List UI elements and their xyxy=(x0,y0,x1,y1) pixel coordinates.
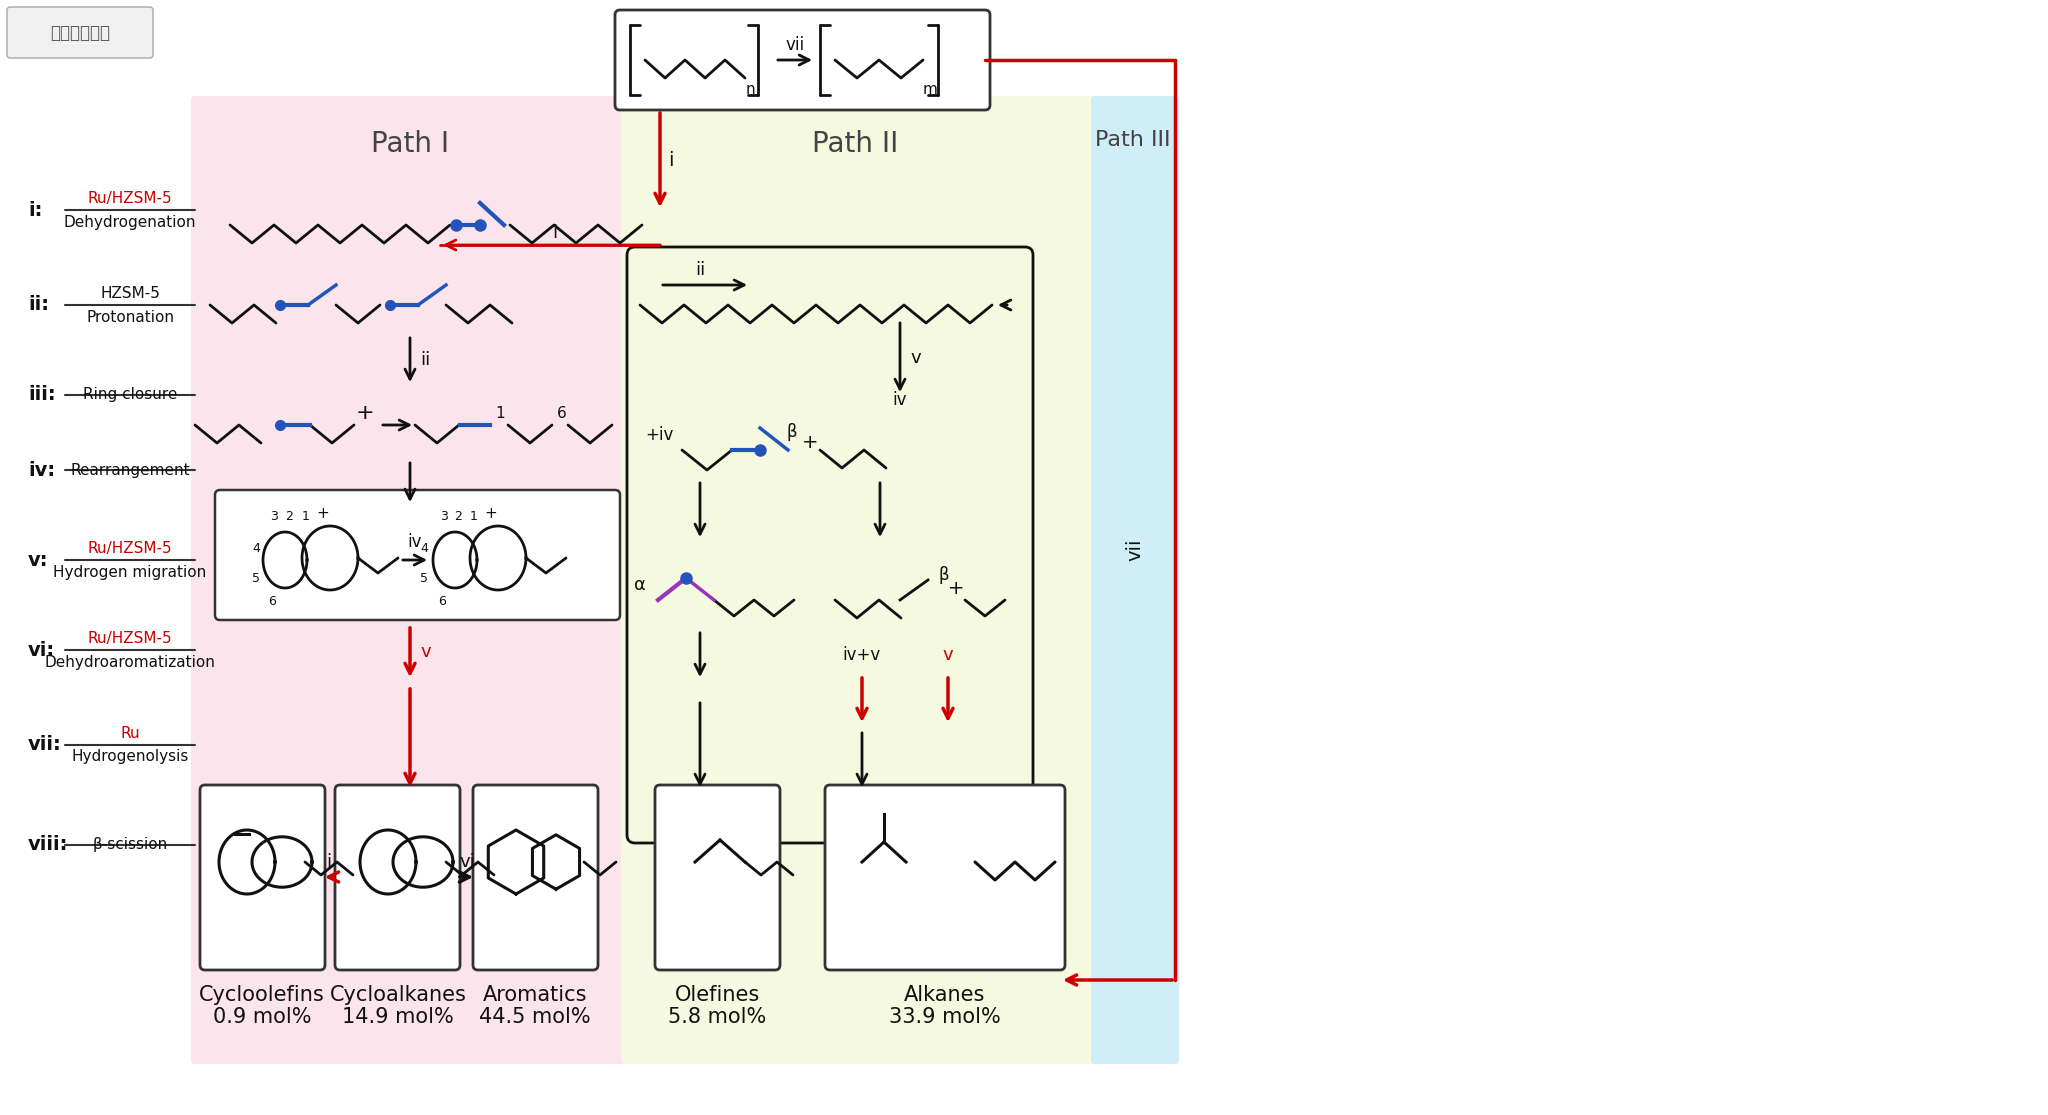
Text: i:: i: xyxy=(29,201,43,220)
Text: 1: 1 xyxy=(301,510,309,523)
Text: 14.9 mol%: 14.9 mol% xyxy=(342,1007,455,1027)
FancyBboxPatch shape xyxy=(190,96,629,1064)
Text: HZSM-5: HZSM-5 xyxy=(100,285,160,301)
Text: +: + xyxy=(315,506,330,521)
Text: m: m xyxy=(922,83,938,97)
FancyBboxPatch shape xyxy=(825,785,1065,970)
Text: 3: 3 xyxy=(440,510,449,523)
Text: 5: 5 xyxy=(420,572,428,585)
Text: Path II: Path II xyxy=(811,130,899,158)
Text: Cycloalkanes: Cycloalkanes xyxy=(330,985,467,1005)
Text: β: β xyxy=(786,423,797,442)
Text: viii:: viii: xyxy=(29,835,68,854)
Text: 33.9 mol%: 33.9 mol% xyxy=(889,1007,1001,1027)
Text: β: β xyxy=(938,566,948,584)
Text: vii:: vii: xyxy=(29,736,61,755)
Text: n: n xyxy=(745,83,756,97)
Text: vi:: vi: xyxy=(29,640,55,659)
Text: vii: vii xyxy=(1126,539,1145,561)
Text: Alkanes: Alkanes xyxy=(905,985,985,1005)
Text: Olefines: Olefines xyxy=(674,985,760,1005)
Text: vi: vi xyxy=(459,853,475,871)
Text: Dehydrogenation: Dehydrogenation xyxy=(63,214,197,230)
Text: +: + xyxy=(801,433,819,452)
FancyBboxPatch shape xyxy=(473,785,598,970)
Text: Path III: Path III xyxy=(1096,130,1171,151)
Text: +iv: +iv xyxy=(645,426,674,444)
Text: v:: v: xyxy=(29,551,49,570)
Text: v: v xyxy=(909,349,922,367)
Text: iv: iv xyxy=(408,533,422,551)
Text: 6: 6 xyxy=(268,595,276,608)
Text: ii: ii xyxy=(420,351,430,369)
Text: 1: 1 xyxy=(469,510,477,523)
Text: Ru/HZSM-5: Ru/HZSM-5 xyxy=(88,191,172,205)
Text: 0.9 mol%: 0.9 mol% xyxy=(213,1007,311,1027)
Text: +: + xyxy=(356,403,375,423)
Text: 6: 6 xyxy=(438,595,446,608)
Text: 4: 4 xyxy=(420,542,428,555)
Text: 3: 3 xyxy=(270,510,279,523)
Text: 6: 6 xyxy=(557,406,567,420)
Text: 1: 1 xyxy=(496,406,504,420)
Text: 2: 2 xyxy=(455,510,463,523)
Text: i: i xyxy=(668,151,674,169)
Text: α: α xyxy=(635,576,645,594)
Text: 4: 4 xyxy=(252,542,260,555)
FancyBboxPatch shape xyxy=(614,10,989,110)
FancyBboxPatch shape xyxy=(1092,96,1180,1064)
Text: v: v xyxy=(420,643,430,661)
Text: iv+v: iv+v xyxy=(844,646,881,665)
Text: 44.5 mol%: 44.5 mol% xyxy=(479,1007,590,1027)
FancyBboxPatch shape xyxy=(336,785,461,970)
Text: ii:: ii: xyxy=(29,295,49,314)
Text: Protonation: Protonation xyxy=(86,310,174,324)
Text: Path I: Path I xyxy=(371,130,449,158)
Text: 5.8 mol%: 5.8 mol% xyxy=(668,1007,766,1027)
Text: 双击编辑页层: 双击编辑页层 xyxy=(49,25,111,42)
Text: β-scission: β-scission xyxy=(92,837,168,853)
FancyBboxPatch shape xyxy=(655,785,780,970)
Text: +: + xyxy=(483,506,498,521)
Text: +: + xyxy=(948,579,965,598)
Text: iv:: iv: xyxy=(29,460,55,479)
Text: Rearrangement: Rearrangement xyxy=(70,463,190,477)
Text: iii:: iii: xyxy=(29,386,55,405)
Text: Ring closure: Ring closure xyxy=(82,388,178,403)
Text: ii: ii xyxy=(694,261,705,279)
Text: 2: 2 xyxy=(285,510,293,523)
Text: Hydrogenolysis: Hydrogenolysis xyxy=(72,749,188,765)
Text: Aromatics: Aromatics xyxy=(483,985,588,1005)
Text: Hydrogen migration: Hydrogen migration xyxy=(53,564,207,580)
Text: Dehydroaromatization: Dehydroaromatization xyxy=(45,655,215,669)
Text: Ru/HZSM-5: Ru/HZSM-5 xyxy=(88,630,172,646)
Text: iv: iv xyxy=(893,391,907,409)
FancyBboxPatch shape xyxy=(215,489,621,620)
Text: i: i xyxy=(326,853,332,871)
Text: Ru: Ru xyxy=(121,726,139,740)
FancyBboxPatch shape xyxy=(201,785,326,970)
Text: i: i xyxy=(553,224,557,242)
Text: Ru/HZSM-5: Ru/HZSM-5 xyxy=(88,541,172,555)
Text: 5: 5 xyxy=(252,572,260,585)
FancyBboxPatch shape xyxy=(6,7,154,58)
Text: Cycloolefins: Cycloolefins xyxy=(199,985,326,1005)
FancyBboxPatch shape xyxy=(621,96,1100,1064)
Text: v: v xyxy=(942,646,952,665)
Text: vii: vii xyxy=(786,36,805,54)
